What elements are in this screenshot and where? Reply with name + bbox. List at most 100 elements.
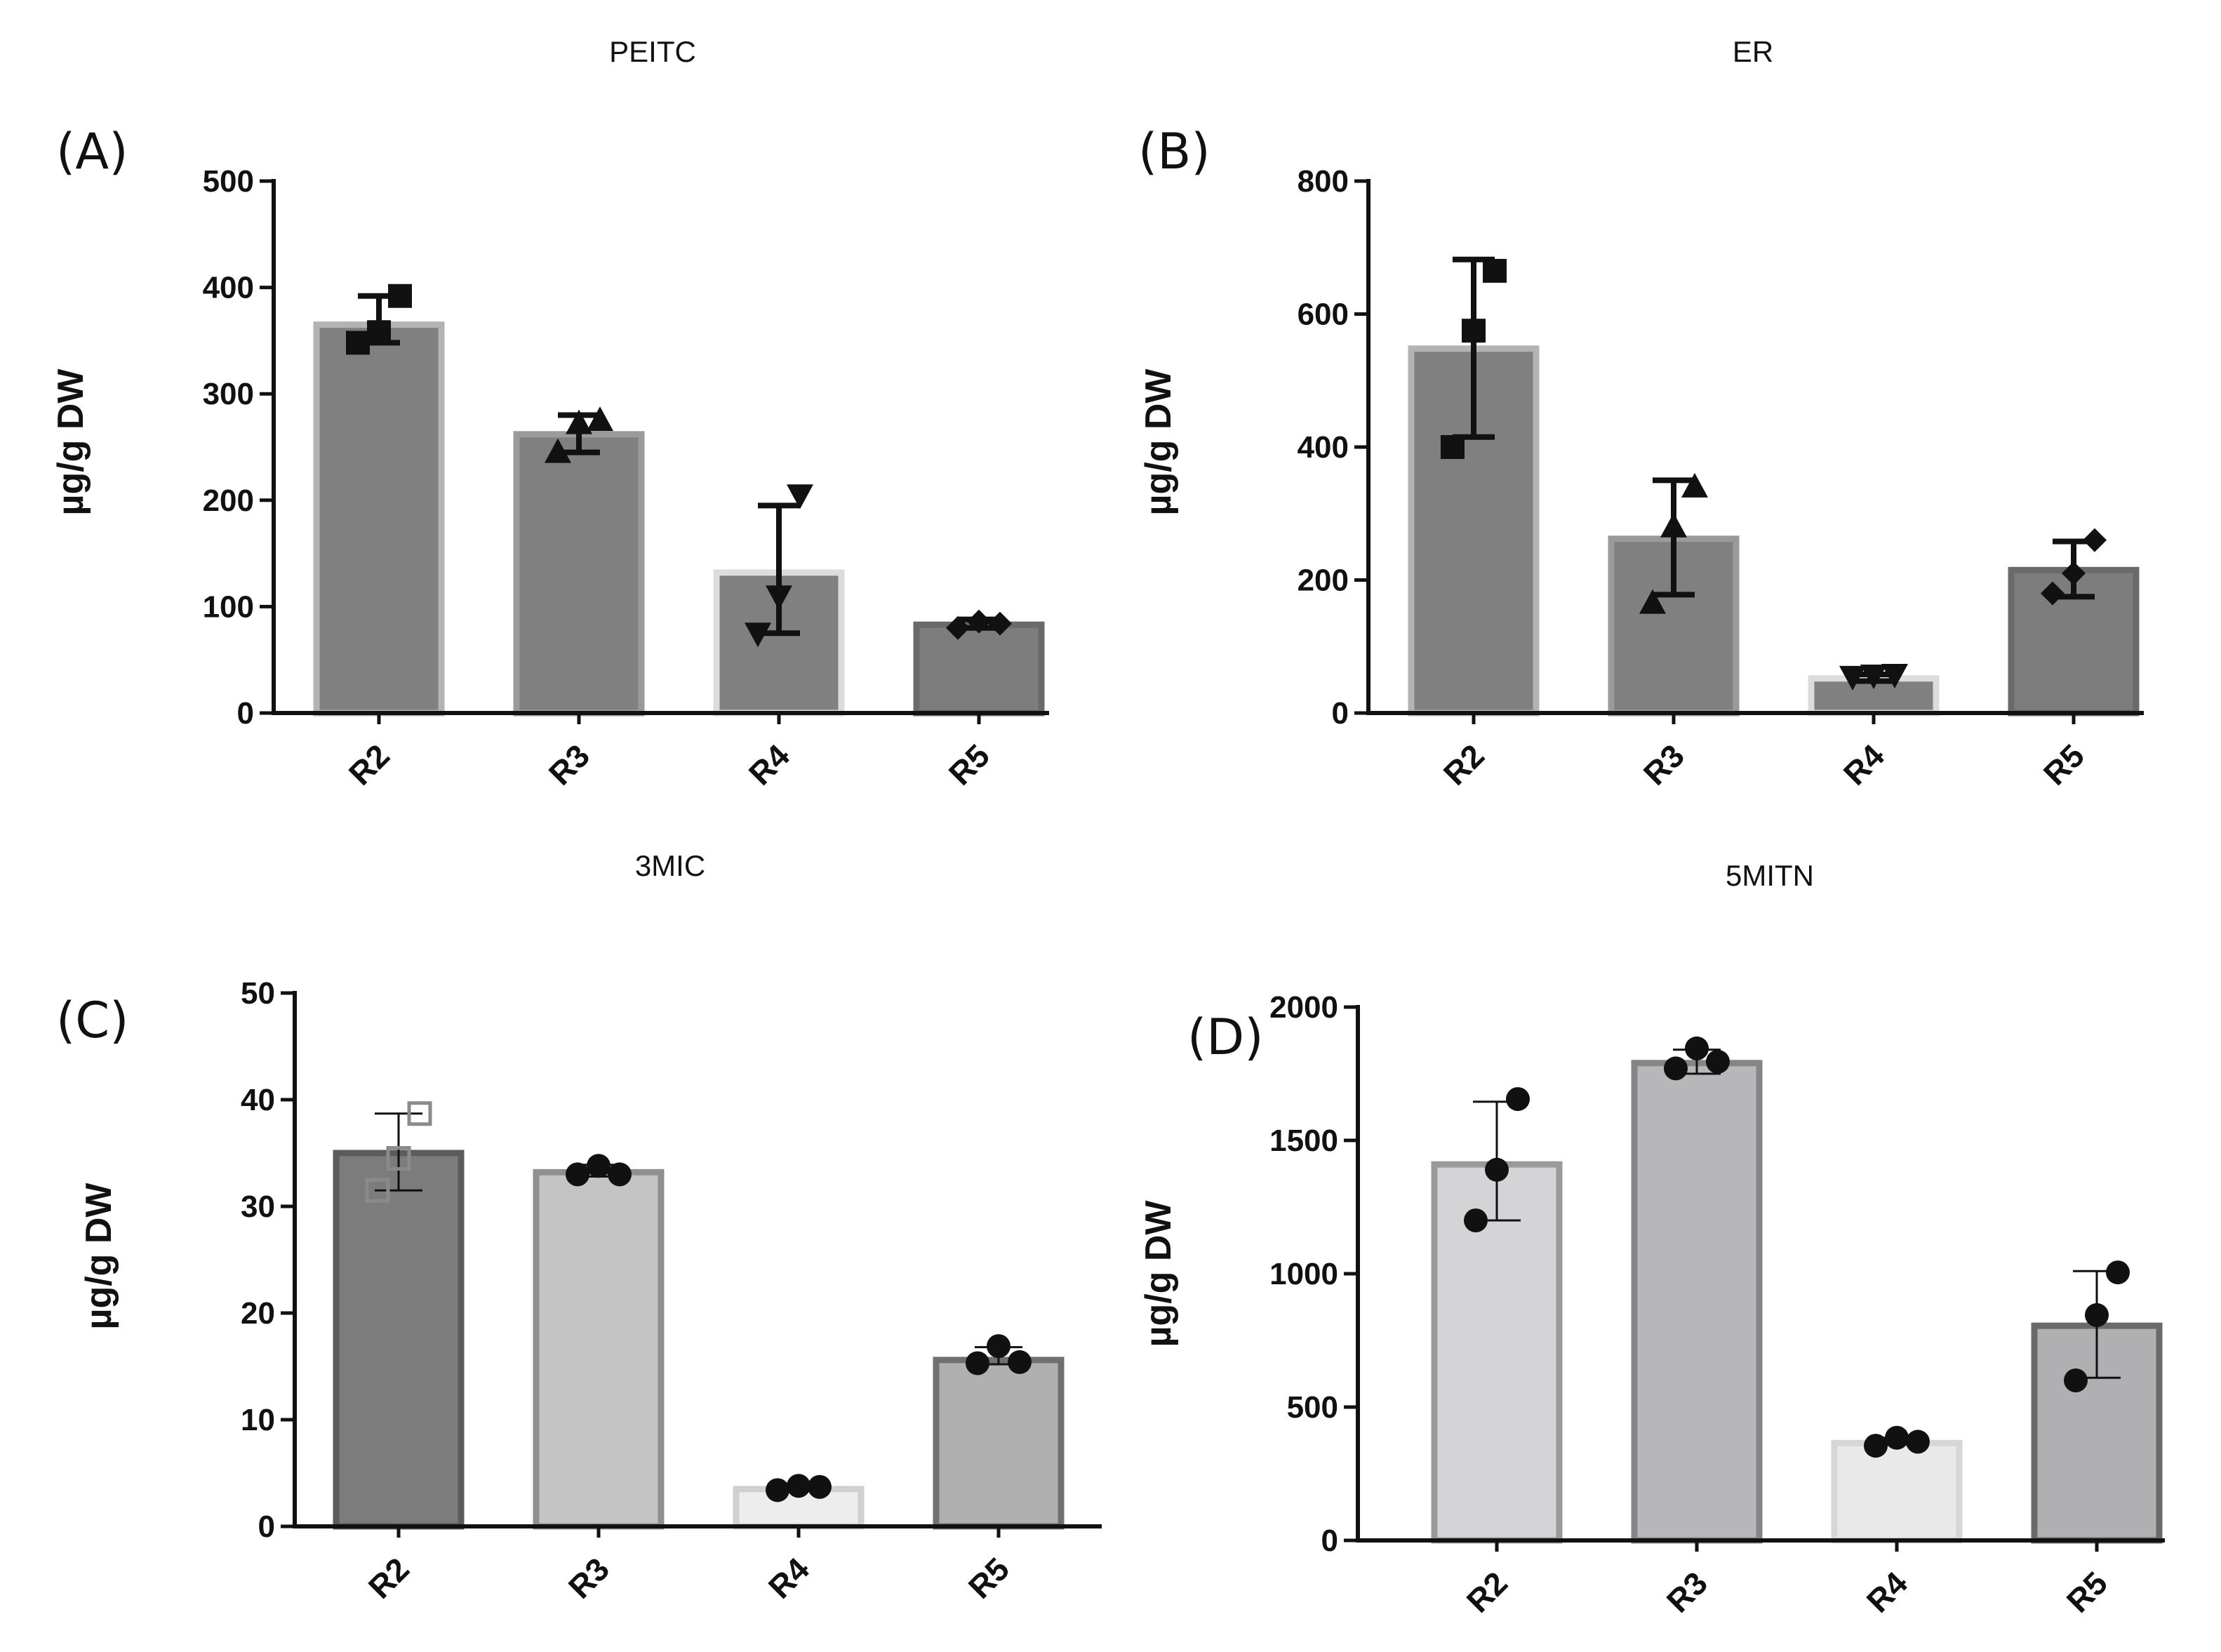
data-point-r4 — [745, 622, 771, 648]
data-point-r4 — [1839, 665, 1866, 691]
x-tick-label: R5 — [961, 1550, 1016, 1605]
data-point-r3 — [545, 438, 571, 463]
x-tick-label: R5 — [2036, 737, 2091, 792]
panel-label: (A) — [56, 123, 128, 180]
x-tick-label: R3 — [1636, 737, 1691, 792]
x-tick-label: R4 — [761, 1550, 817, 1606]
x-tick-label: R3 — [1660, 1564, 1714, 1619]
data-point-r4 — [1881, 664, 1908, 689]
y-tick-label: 20 — [241, 1296, 275, 1331]
x-tick-label: R4 — [1860, 1564, 1915, 1620]
y-tick-label: 800 — [1298, 164, 1349, 199]
data-point-r4 — [1885, 1425, 1909, 1450]
y-tick-label: 0 — [237, 696, 254, 731]
y-tick-label: 30 — [241, 1190, 275, 1224]
data-point-r4 — [787, 484, 813, 509]
data-point-r3 — [587, 406, 613, 432]
y-axis-label: µg/g DW — [1138, 1200, 1179, 1347]
y-tick-label: 50 — [241, 976, 275, 1011]
data-point-r5 — [2064, 1368, 2088, 1392]
data-point-r3 — [1660, 512, 1687, 538]
data-point-r5 — [1008, 1350, 1032, 1374]
chart-title: 3MIC — [635, 849, 705, 882]
data-point-r2 — [365, 1178, 390, 1203]
data-point-r5 — [2041, 581, 2065, 606]
panel-c: 3MIC (C) µg/g DW R2 R3 R4 R5 0 10 20 30 40 50 — [56, 849, 1102, 1606]
y-tick-label: 10 — [241, 1403, 275, 1437]
x-tick-label: R2 — [361, 1550, 416, 1605]
data-point-r2 — [346, 331, 370, 355]
y-tick-label: 200 — [203, 484, 254, 518]
y-tick-label: 400 — [1298, 430, 1349, 465]
data-point-r2 — [1462, 319, 1486, 343]
data-point-r4 — [1864, 1434, 1888, 1458]
data-point-r2 — [367, 320, 391, 345]
panel-d: 5MITN (D) µg/g DW R2 R3 R4 R5 0 500 1000 1500 20… — [1138, 859, 2165, 1620]
x-tick-label: R3 — [561, 1550, 616, 1605]
y-axis-label: µg/g DW — [51, 368, 91, 516]
panel-label: (B) — [1138, 123, 1210, 180]
bar-r3 — [1631, 1060, 1763, 1544]
bar-r2 — [313, 321, 445, 717]
data-point-r5 — [946, 615, 970, 640]
y-tick-label: 500 — [203, 164, 254, 199]
data-point-r4 — [766, 1478, 789, 1503]
y-tick-label: 2000 — [1269, 990, 1338, 1025]
x-tick-label: R2 — [1436, 737, 1491, 792]
y-axis-label: µg/g DW — [79, 1183, 119, 1330]
bar-r4 — [1831, 1439, 1963, 1544]
data-point-r5 — [967, 609, 991, 634]
data-point-r3 — [1639, 589, 1666, 614]
data-point-r4 — [808, 1474, 832, 1499]
y-tick-label: 600 — [1298, 298, 1349, 332]
y-tick-label: 400 — [203, 271, 254, 305]
data-point-r4 — [1860, 664, 1887, 689]
y-tick-label: 1500 — [1269, 1124, 1338, 1158]
data-point-r2 — [1506, 1087, 1530, 1112]
error-bar-r3 — [1653, 477, 1695, 598]
data-point-r2 — [1464, 1208, 1488, 1232]
data-point-r2 — [407, 1101, 432, 1126]
y-tick-label: 1000 — [1269, 1257, 1338, 1291]
y-tick-label: 40 — [241, 1083, 275, 1117]
data-point-r4 — [1906, 1430, 1930, 1454]
y-tick-label: 0 — [1332, 696, 1349, 731]
data-point-r2 — [388, 284, 412, 308]
data-point-r2 — [1485, 1157, 1509, 1182]
x-tick-label: R2 — [1460, 1564, 1514, 1619]
x-tick-label: R2 — [342, 737, 396, 792]
data-point-r3 — [1706, 1049, 1730, 1074]
x-tick-label: R3 — [542, 737, 596, 792]
y-tick-label: 0 — [258, 1510, 275, 1544]
y-tick-label: 200 — [1298, 564, 1349, 598]
data-point-r3 — [1664, 1056, 1688, 1081]
bar-r3 — [533, 1168, 665, 1530]
y-axis-label: µg/g DW — [1138, 368, 1179, 516]
data-point-r5 — [2083, 528, 2107, 552]
data-point-r3 — [566, 1162, 589, 1187]
data-point-r5 — [2106, 1260, 2130, 1285]
data-point-r5 — [2062, 561, 2086, 586]
bar-r5 — [933, 1357, 1065, 1530]
data-point-r2 — [1483, 258, 1507, 283]
y-tick-label: 500 — [1287, 1390, 1338, 1425]
chart-title: ER — [1733, 35, 1773, 68]
bar-r5 — [913, 621, 1045, 717]
panel-label: (C) — [56, 992, 129, 1049]
data-point-r2 — [1441, 435, 1465, 459]
chart-title: PEITC — [609, 35, 696, 68]
panel-b: ER (B) µg/g DW R2 R3 R4 R5 0 200 400 600 800 — [1138, 35, 2144, 792]
x-tick-label: R4 — [1836, 737, 1892, 792]
y-tick-label: 100 — [203, 589, 254, 624]
x-tick-label: R4 — [742, 737, 797, 792]
bar-r2 — [333, 1150, 465, 1530]
data-point-r4 — [787, 1474, 811, 1498]
data-point-r2 — [386, 1146, 411, 1171]
error-bar-r2 — [375, 1112, 422, 1192]
data-point-r3 — [608, 1162, 632, 1187]
data-point-r5 — [988, 611, 1012, 636]
data-point-r5 — [987, 1334, 1011, 1359]
data-point-r4 — [766, 585, 792, 611]
y-tick-label: 300 — [203, 377, 254, 411]
